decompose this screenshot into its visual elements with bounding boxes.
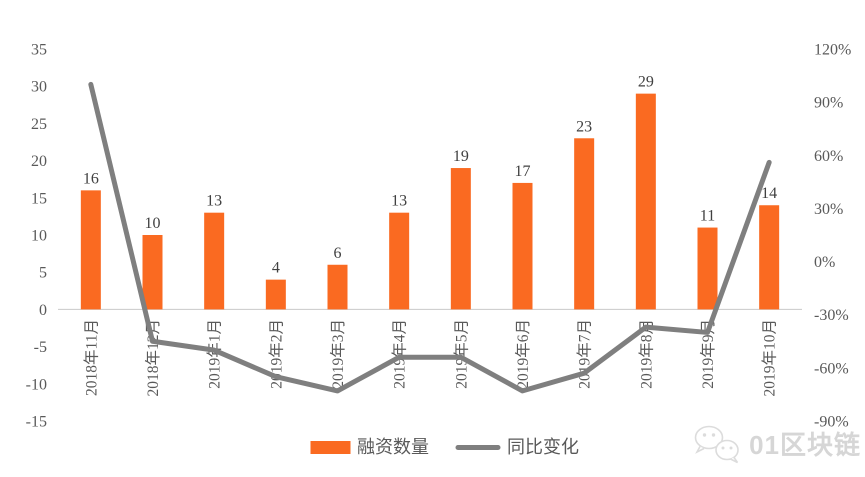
- x-axis-label: 2019年7月: [576, 319, 594, 389]
- bar: [697, 227, 718, 310]
- x-axis-label: 2019年6月: [514, 319, 532, 389]
- bar-value-label: 13: [391, 193, 407, 210]
- bar: [450, 168, 471, 310]
- right-axis-tick: 30%: [814, 201, 843, 218]
- bar-value-label: 4: [272, 260, 280, 277]
- bar: [80, 190, 101, 310]
- bar: [512, 182, 533, 310]
- x-axis-label: 2019年3月: [329, 319, 347, 389]
- left-axis-tick: 30: [31, 79, 47, 96]
- left-axis-tick: 20: [31, 153, 47, 170]
- legend-item-bar-series: 融资数量: [310, 438, 429, 456]
- bar: [574, 138, 595, 310]
- x-axis-label: 2019年10月: [761, 319, 779, 397]
- left-axis-tick: -10: [26, 376, 47, 393]
- bar: [204, 212, 225, 310]
- bar-value-label: 6: [334, 245, 342, 262]
- legend-item-line-series: 同比变化: [455, 438, 579, 456]
- bar: [389, 212, 410, 310]
- bar-value-label: 17: [515, 163, 531, 180]
- x-axis-label: 2018年11月: [82, 319, 100, 396]
- x-axis-label: 2019年9月: [699, 319, 717, 389]
- left-axis-tick: 0: [39, 302, 47, 319]
- right-axis-tick: -30%: [814, 307, 849, 324]
- left-axis-tick: -5: [34, 339, 47, 356]
- x-axis-label: 2019年8月: [637, 319, 655, 389]
- legend-label-line-series: 同比变化: [507, 437, 579, 457]
- bar-value-label: 11: [700, 208, 715, 225]
- x-axis-label: 2019年1月: [206, 319, 224, 389]
- right-axis-tick: 60%: [814, 148, 843, 165]
- right-axis-tick: 0%: [814, 254, 835, 271]
- x-axis-label: 2019年2月: [267, 319, 285, 389]
- x-axis-label: 2018年12月: [144, 319, 162, 397]
- left-axis-tick: 5: [39, 265, 47, 282]
- bar-swatch-icon: [310, 440, 350, 454]
- left-axis-tick: -15: [26, 414, 47, 431]
- line-swatch-icon: [455, 444, 500, 450]
- x-axis-label: 2019年5月: [452, 319, 470, 389]
- bar: [142, 235, 163, 310]
- bar: [327, 264, 348, 310]
- bar: [759, 205, 780, 310]
- right-axis-tick: -90%: [814, 414, 849, 431]
- right-axis-tick: 90%: [814, 95, 843, 112]
- chart-legend: 融资数量 同比变化: [310, 438, 579, 456]
- bar: [265, 279, 286, 310]
- bar-value-label: 23: [576, 118, 592, 135]
- line-series: [88, 81, 772, 394]
- x-axis-label: 2019年4月: [391, 319, 409, 389]
- bar-value-label: 16: [83, 170, 99, 187]
- left-axis-tick: 25: [31, 116, 47, 133]
- left-axis-tick: 15: [31, 190, 47, 207]
- bar-value-label: 13: [206, 193, 222, 210]
- left-axis-tick: 10: [31, 228, 47, 245]
- right-axis-tick: 120%: [814, 42, 851, 59]
- bar-value-label: 29: [638, 74, 654, 91]
- legend-label-bar-series: 融资数量: [357, 437, 429, 457]
- bar-value-label: 19: [453, 148, 469, 165]
- bar-value-label: 10: [145, 215, 161, 232]
- right-axis-tick: -60%: [814, 360, 849, 377]
- left-axis-tick: 35: [31, 42, 47, 59]
- bar-value-label: 14: [761, 185, 777, 202]
- bar: [635, 93, 656, 310]
